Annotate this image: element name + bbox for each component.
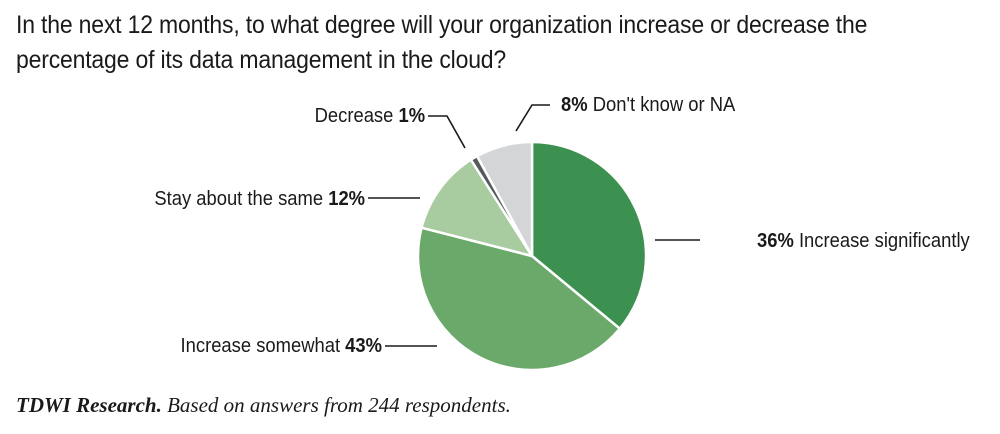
label-increase-significantly: 36% Increase significantly [757,230,970,252]
leader-line-dont-know [515,104,550,132]
label-stay-about-same: Stay about the same 12% [154,188,365,210]
label-decrease: Decrease 1% [314,105,425,127]
slice-dont-know [475,140,534,258]
slice-increase-significantly [530,140,648,330]
label-increase-somewhat: Increase somewhat 43% [180,335,382,357]
chart-title: In the next 12 months, to what degree wi… [16,11,868,74]
slice-stay-about-same [420,158,534,258]
leader-line-decrease [428,115,466,149]
label-dont-know: 8% Don't know or NA [561,94,736,116]
source-note: TDWI Research. Based on answers from 244… [16,393,511,417]
slice-increase-somewhat [416,226,622,372]
